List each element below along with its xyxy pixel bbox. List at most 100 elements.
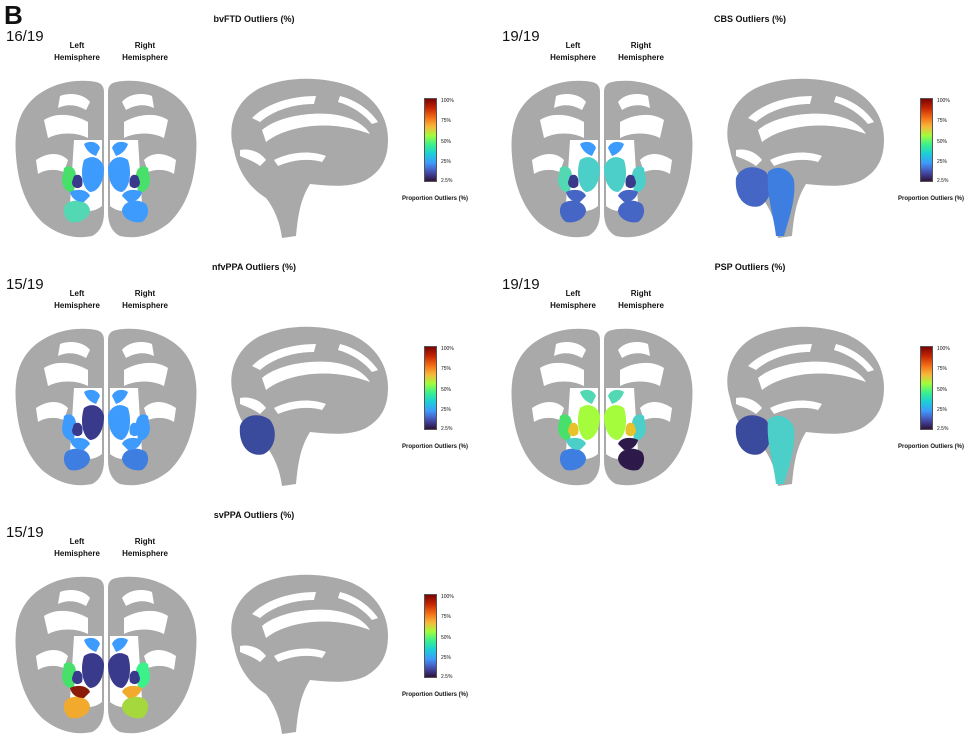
colorbar-label: Proportion Outliers (%) (402, 692, 468, 698)
left-hemisphere-label: Left Hemisphere (54, 537, 100, 558)
left-putamen-region (82, 653, 104, 688)
panel-title: PSP Outliers (%) (714, 262, 786, 272)
colorbar (920, 98, 933, 182)
colorbar-label: Proportion Outliers (%) (402, 444, 468, 450)
sagittal-cerebellum-region (735, 415, 771, 455)
outlier-count: 19/19 (502, 28, 540, 45)
colorbar-tick: 50% (937, 139, 948, 145)
left-insula-region (62, 662, 76, 689)
right-hippocampus-region (618, 437, 638, 450)
colorbar-tick: 25% (441, 655, 452, 661)
colorbar-tick: 75% (441, 614, 452, 620)
colorbar-tick: 2.5% (441, 426, 453, 432)
panel-title: nfvPPA Outliers (%) (211, 262, 296, 272)
colorbar-tick: 2.5% (937, 178, 949, 184)
right-insula-region (632, 166, 646, 193)
right-insula-region (136, 414, 150, 441)
left-thalamus-region (568, 174, 579, 189)
left-thalamus-region (72, 670, 83, 685)
right-hemisphere-label: Right Hemisphere (122, 537, 168, 558)
right-caudate-region (608, 141, 624, 156)
left-hippocampus-region (70, 189, 90, 202)
brain-panel: PSP Outliers (%) 19/19 Left Hemisphere Right… (500, 248, 979, 494)
left-hemisphere-label: Left Hemisphere (550, 41, 596, 62)
colorbar-tick: 100% (441, 346, 454, 352)
left-hippocampus-region (70, 437, 90, 450)
left-caudate-region (580, 141, 596, 156)
colorbar-tick: 2.5% (441, 674, 453, 680)
brain-figure (15, 574, 388, 734)
right-hippocampus-region (122, 437, 142, 450)
panel-title: svPPA Outliers (%) (213, 510, 295, 520)
sagittal-brainstem-region (767, 415, 795, 484)
colorbar-label: Proportion Outliers (%) (402, 196, 468, 202)
colorbar-tick: 2.5% (441, 178, 453, 184)
right-temporal-region (618, 448, 645, 471)
colorbar-tick: 25% (441, 159, 452, 165)
left-temporal-region (559, 448, 586, 471)
right-putamen-region (108, 405, 130, 440)
right-temporal-region (122, 448, 149, 471)
right-putamen-region (604, 157, 626, 192)
left-caudate-region (84, 637, 100, 652)
left-temporal-region (63, 448, 90, 471)
brain-panel: bvFTD Outliers (%) 16/19 Left Hemisphere Rig… (4, 0, 484, 246)
left-caudate-region (84, 389, 100, 404)
left-temporal-region (63, 200, 90, 223)
outlier-count: 15/19 (6, 276, 44, 293)
left-hemisphere-label: Left Hemisphere (550, 289, 596, 310)
right-thalamus-region (129, 670, 140, 685)
colorbar-tick: 25% (937, 159, 948, 165)
colorbar-tick: 25% (937, 407, 948, 413)
right-putamen-region (108, 653, 130, 688)
colorbar-tick: 2.5% (937, 426, 949, 432)
left-thalamus-region (72, 174, 83, 189)
panel-title: bvFTD Outliers (%) (213, 14, 295, 24)
right-putamen-region (604, 405, 626, 440)
right-thalamus-region (625, 174, 636, 189)
brain-figure (15, 326, 388, 486)
colorbar-tick: 50% (937, 387, 948, 393)
right-temporal-region (122, 200, 149, 223)
colorbar-tick: 50% (441, 139, 452, 145)
colorbar-tick: 100% (441, 594, 454, 600)
left-putamen-region (578, 405, 600, 440)
panel-title: CBS Outliers (%) (713, 14, 786, 24)
colorbar-tick: 75% (937, 118, 948, 124)
right-caudate-region (608, 389, 624, 404)
right-caudate-region (112, 141, 128, 156)
left-hippocampus-region (70, 685, 90, 698)
colorbar (424, 346, 437, 430)
left-insula-region (62, 166, 76, 193)
left-temporal-region (63, 696, 90, 719)
outlier-count: 15/19 (6, 524, 44, 541)
right-hippocampus-region (122, 189, 142, 202)
brain-figure (15, 78, 388, 238)
left-hippocampus-region (566, 437, 586, 450)
colorbar-tick: 50% (441, 635, 452, 641)
colorbar-tick: 75% (937, 366, 948, 372)
left-hemisphere-label: Left Hemisphere (54, 289, 100, 310)
colorbar-tick: 75% (441, 118, 452, 124)
right-caudate-region (112, 637, 128, 652)
right-hippocampus-region (122, 685, 142, 698)
right-temporal-region (618, 200, 645, 223)
right-insula-region (136, 662, 150, 689)
colorbar-tick: 100% (937, 346, 950, 352)
panel-letter: B (4, 0, 23, 30)
brain-figure (511, 78, 884, 238)
right-caudate-region (112, 389, 128, 404)
left-insula-region (558, 166, 572, 193)
brain-panel: nfvPPA Outliers (%) 15/19 Left Hemisphere Ri… (4, 248, 484, 494)
left-putamen-region (82, 157, 104, 192)
left-caudate-region (580, 389, 596, 404)
right-putamen-region (108, 157, 130, 192)
outlier-count: 19/19 (502, 276, 540, 293)
sagittal-brainstem-region (767, 167, 795, 236)
left-hippocampus-region (566, 189, 586, 202)
right-thalamus-region (129, 422, 140, 437)
right-thalamus-region (625, 422, 636, 437)
brain-panel: svPPA Outliers (%) 15/19 Left Hemisphere Rig… (4, 496, 484, 742)
right-insula-region (632, 414, 646, 441)
right-hemisphere-label: Right Hemisphere (122, 41, 168, 62)
